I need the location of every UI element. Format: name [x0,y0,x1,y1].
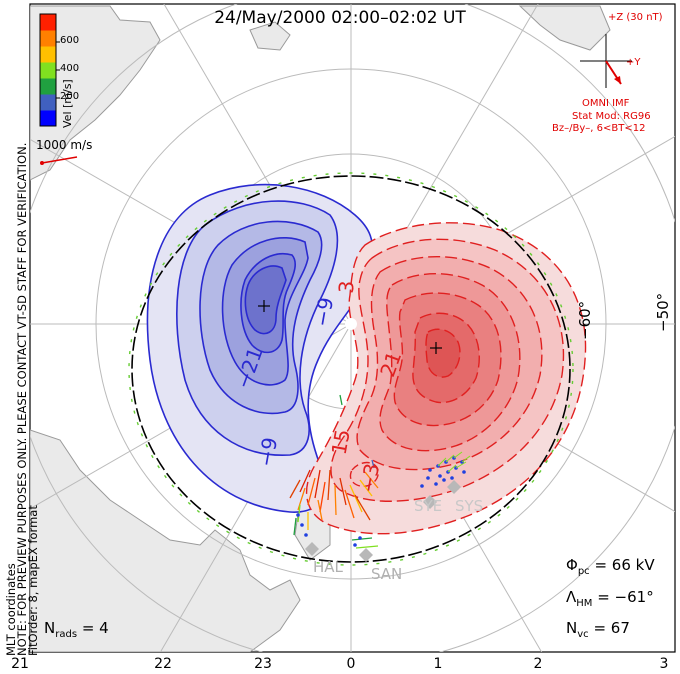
radar-sites [305,480,461,562]
latitude-label-60: −60° [576,300,594,340]
radar-label-sys: SYS [455,497,484,515]
radar-count-stat: Nrads = 4 [44,619,109,640]
hm-value: = −61° [597,588,654,606]
vector-tails [437,451,471,473]
radar-label-san: SAN [371,565,403,583]
imf-dial [580,34,632,88]
positive-potential-cell [305,222,587,535]
vc-sub: vc [577,629,589,640]
rads-sub: rads [55,629,78,640]
contour-label-minus3: −3 [355,461,385,495]
imf-source: OMNI IMF [582,98,630,109]
rads-symbol: N [44,619,56,637]
negative-potential-cell [146,183,374,513]
vector-count-stat: Nvc = 67 [566,619,630,640]
colorbar-band [40,46,56,63]
colorbar-band [40,78,56,95]
imf-y-label: +Y [626,57,641,68]
hm-sub: HM [576,598,593,609]
vector-origin-dots [296,456,466,547]
hm-boundary-vectors [128,172,574,566]
colorbar-band [40,14,56,31]
mlt-label-3: 3 [659,656,669,672]
colorbar-band [40,30,56,47]
imf-z-label: +Z (30 nT) [608,12,663,23]
page-title: 24/May/2000 02:00–02:02 UT [214,8,466,28]
potential-value: = 66 kV [594,556,655,574]
mlt-label-0: 0 [346,656,356,672]
fit-order-note: FitOrder: 8, mapEX format [26,505,40,656]
radar-label-sye: SYE [414,497,443,515]
mlt-label-2: 2 [533,656,543,672]
vc-symbol: N [566,619,578,637]
velocity-vectors [289,394,379,549]
rads-value: = 4 [81,619,109,637]
potential-sub: pc [577,566,590,577]
scale-vector-label: 1000 m/s [36,138,93,152]
potential-symbol: Φ [566,556,578,574]
latitude-label-50: −50° [654,292,672,332]
hm-latitude-stat: ΛHM = −61° [566,588,654,609]
hm-symbol: Λ [566,588,577,606]
contour-label-minus9-lower: −9 [253,435,283,469]
colorbar-tick-600: 600 [60,35,80,46]
scale-vector [40,156,78,165]
colorbar-band [40,94,56,111]
colorbar-tick-200: 200 [60,91,80,102]
side-notes: MLT coordinates NOTE: FOR PREVIEW PURPOS… [4,143,40,656]
mlt-label-23: 23 [254,656,272,672]
colorbar-tick-400: 400 [60,63,80,74]
colorbar-band [40,110,56,127]
mlt-label-21: 21 [11,656,29,672]
vc-value: = 67 [593,619,630,637]
colorbar-band [40,62,56,79]
contour-label-15: 15 [326,427,355,457]
mlt-label-22: 22 [154,656,172,672]
contour-label-minus9-upper: −9 [309,295,339,329]
colorbar-ticks [56,41,60,99]
imf-condition: Bz–/By–, 6<BT<12 [552,123,646,134]
continent-outlines [30,5,611,652]
imf-model: Stat Mod: RG96 [572,111,651,122]
colorbar-label: Vel [m/s] [61,79,74,128]
radar-label-hal: HAL [313,558,343,576]
contour-label-3: 3 [333,279,359,295]
velocity-colorbar [40,14,56,127]
potential-stat: Φpc = 66 kV [566,556,655,577]
heppner-maynard-boundary [131,175,571,563]
mlt-label-1: 1 [433,656,443,672]
pole-marker [345,318,357,330]
